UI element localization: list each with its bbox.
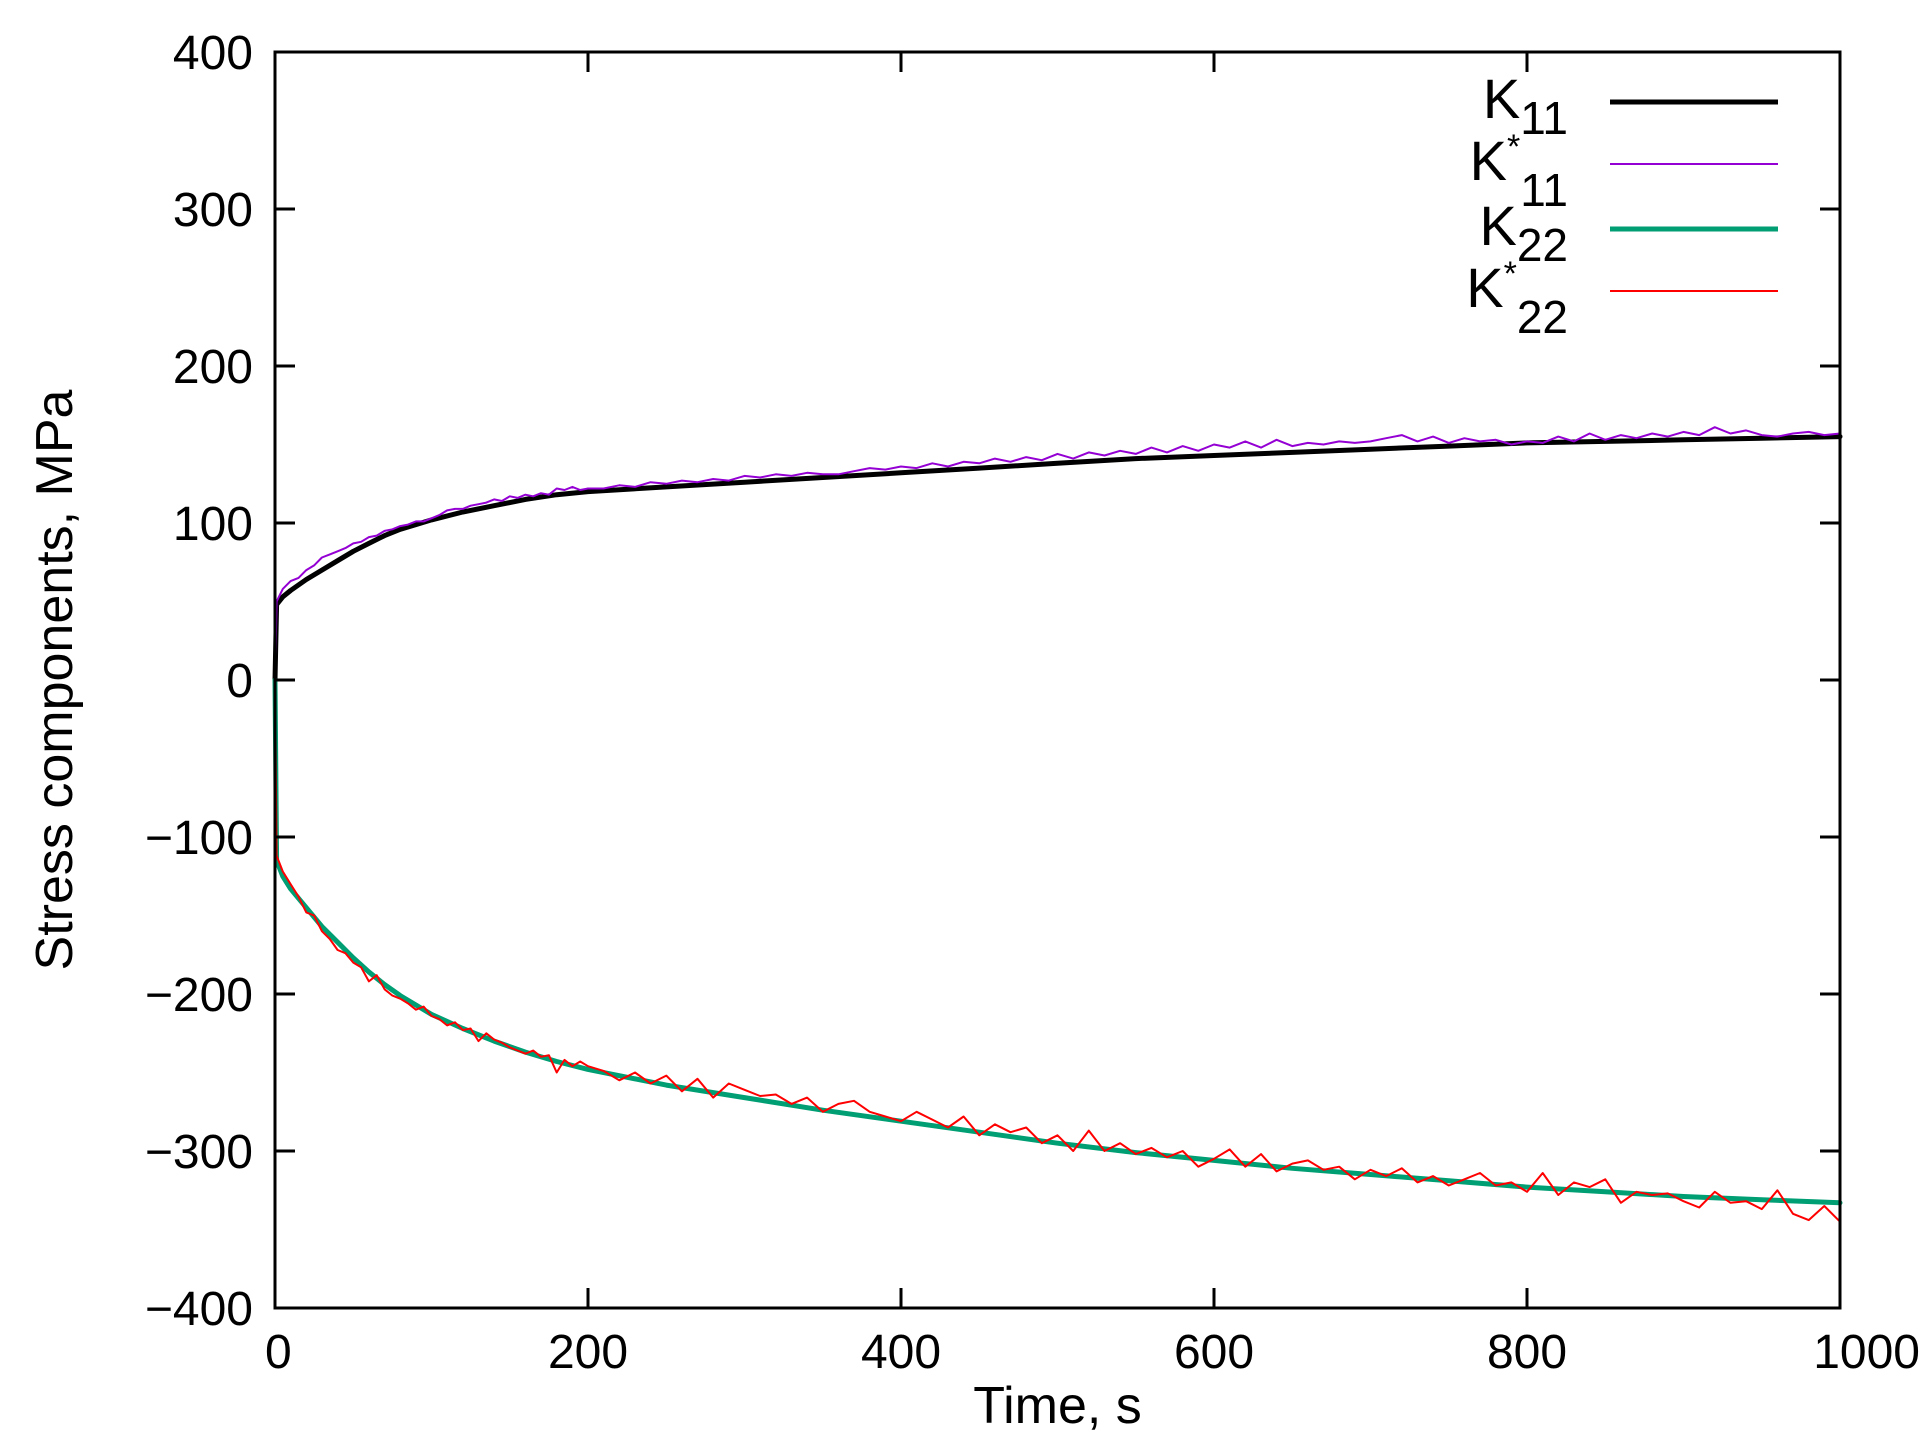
y-tick-label: 0: [226, 655, 253, 708]
y-tick-label: 400: [173, 27, 253, 80]
series-line-kstar22: [274, 679, 1841, 1223]
x-tick-label: 800: [1487, 1326, 1567, 1379]
x-tick-label: 0: [265, 1326, 292, 1379]
y-tick-label: 200: [173, 341, 253, 394]
y-tick-label: −400: [145, 1283, 253, 1336]
x-tick-label: 400: [861, 1326, 941, 1379]
legend-entry-kstar11: K*11: [1470, 128, 1778, 216]
legend-label: K*11: [1470, 128, 1568, 216]
legend-entry-k22: K22: [1479, 194, 1778, 271]
y-tick-label: −300: [145, 1126, 253, 1179]
series-line-k11: [272, 434, 1843, 683]
x-tick-label: 600: [1174, 1326, 1254, 1379]
legend-label: K*22: [1466, 255, 1568, 343]
legend-entry-kstar22: K*22: [1466, 255, 1778, 343]
legend-label: K22: [1479, 194, 1568, 271]
legend-entry-k11: K11: [1483, 67, 1778, 144]
y-tick-label: 300: [173, 184, 253, 237]
x-tick-label: 1000: [1813, 1326, 1920, 1379]
x-axis-title: Time, s: [973, 1377, 1142, 1435]
y-axis-title: Stress components, MPa: [26, 389, 84, 970]
x-tick-label: 200: [548, 1326, 628, 1379]
series-line-kstar11: [274, 426, 1841, 681]
y-tick-label: −100: [145, 812, 253, 865]
y-tick-label: 100: [173, 498, 253, 551]
y-tick-label: −200: [145, 969, 253, 1022]
series-layer: [272, 426, 1843, 1223]
ticks-layer: −400 −300 −200 −100 0 100 200 300 400 0 200 400 600 8…: [145, 27, 1920, 1379]
legend-label: K11: [1483, 67, 1568, 144]
